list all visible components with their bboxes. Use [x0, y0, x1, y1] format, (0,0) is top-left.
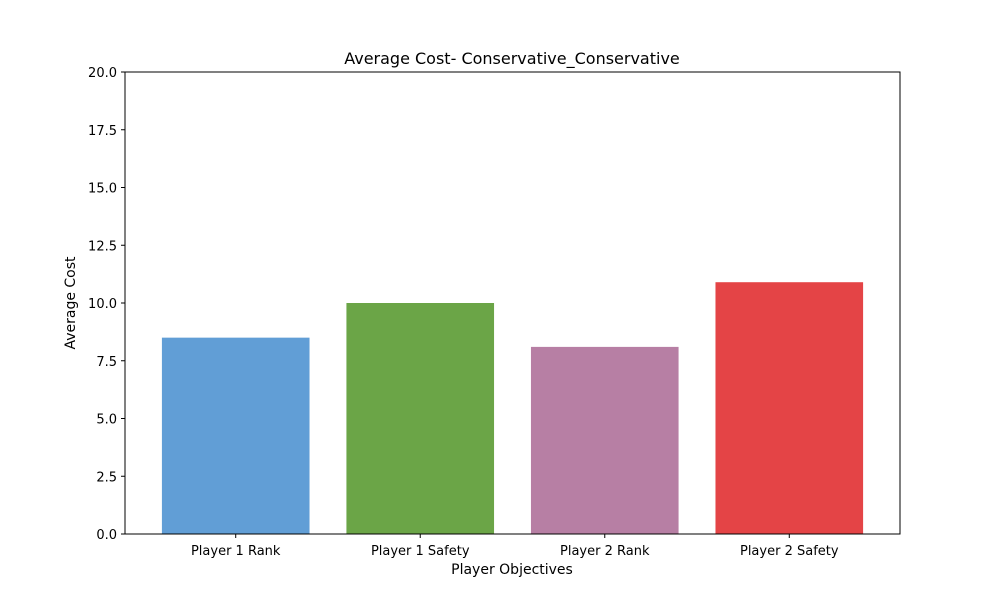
y-tick-label: 10.0 [88, 297, 117, 312]
bars-layer [161, 282, 864, 534]
y-axis: 0.0 2.5 5.0 7.5 10.0 12.5 15.0 17.5 20.0 [88, 66, 125, 543]
bar-player-1-rank [161, 337, 310, 534]
bar-player-1-safety [346, 303, 495, 534]
bar-player-2-rank [530, 346, 679, 534]
x-tick-label: Player 2 Safety [740, 544, 839, 559]
y-tick-label: 20.0 [88, 66, 117, 81]
y-tick-label: 2.5 [96, 470, 117, 485]
y-tick-label: 0.0 [96, 528, 117, 543]
y-tick-label: 15.0 [88, 182, 117, 197]
x-axis: Player 1 Rank Player 1 Safety Player 2 Ran… [191, 534, 839, 559]
y-axis-label: Average Cost [63, 256, 79, 350]
y-tick-label: 7.5 [96, 355, 117, 370]
chart-title: Average Cost- Conservative_Conservative [344, 49, 680, 69]
y-tick-label: 17.5 [88, 124, 117, 139]
x-tick-label: Player 2 Rank [560, 544, 650, 559]
bar-player-2-safety [715, 282, 864, 534]
y-tick-label: 5.0 [96, 413, 117, 428]
y-tick-label: 12.5 [88, 239, 117, 254]
x-tick-label: Player 1 Rank [191, 544, 281, 559]
x-axis-label: Player Objectives [451, 562, 573, 578]
x-tick-label: Player 1 Safety [371, 544, 470, 559]
